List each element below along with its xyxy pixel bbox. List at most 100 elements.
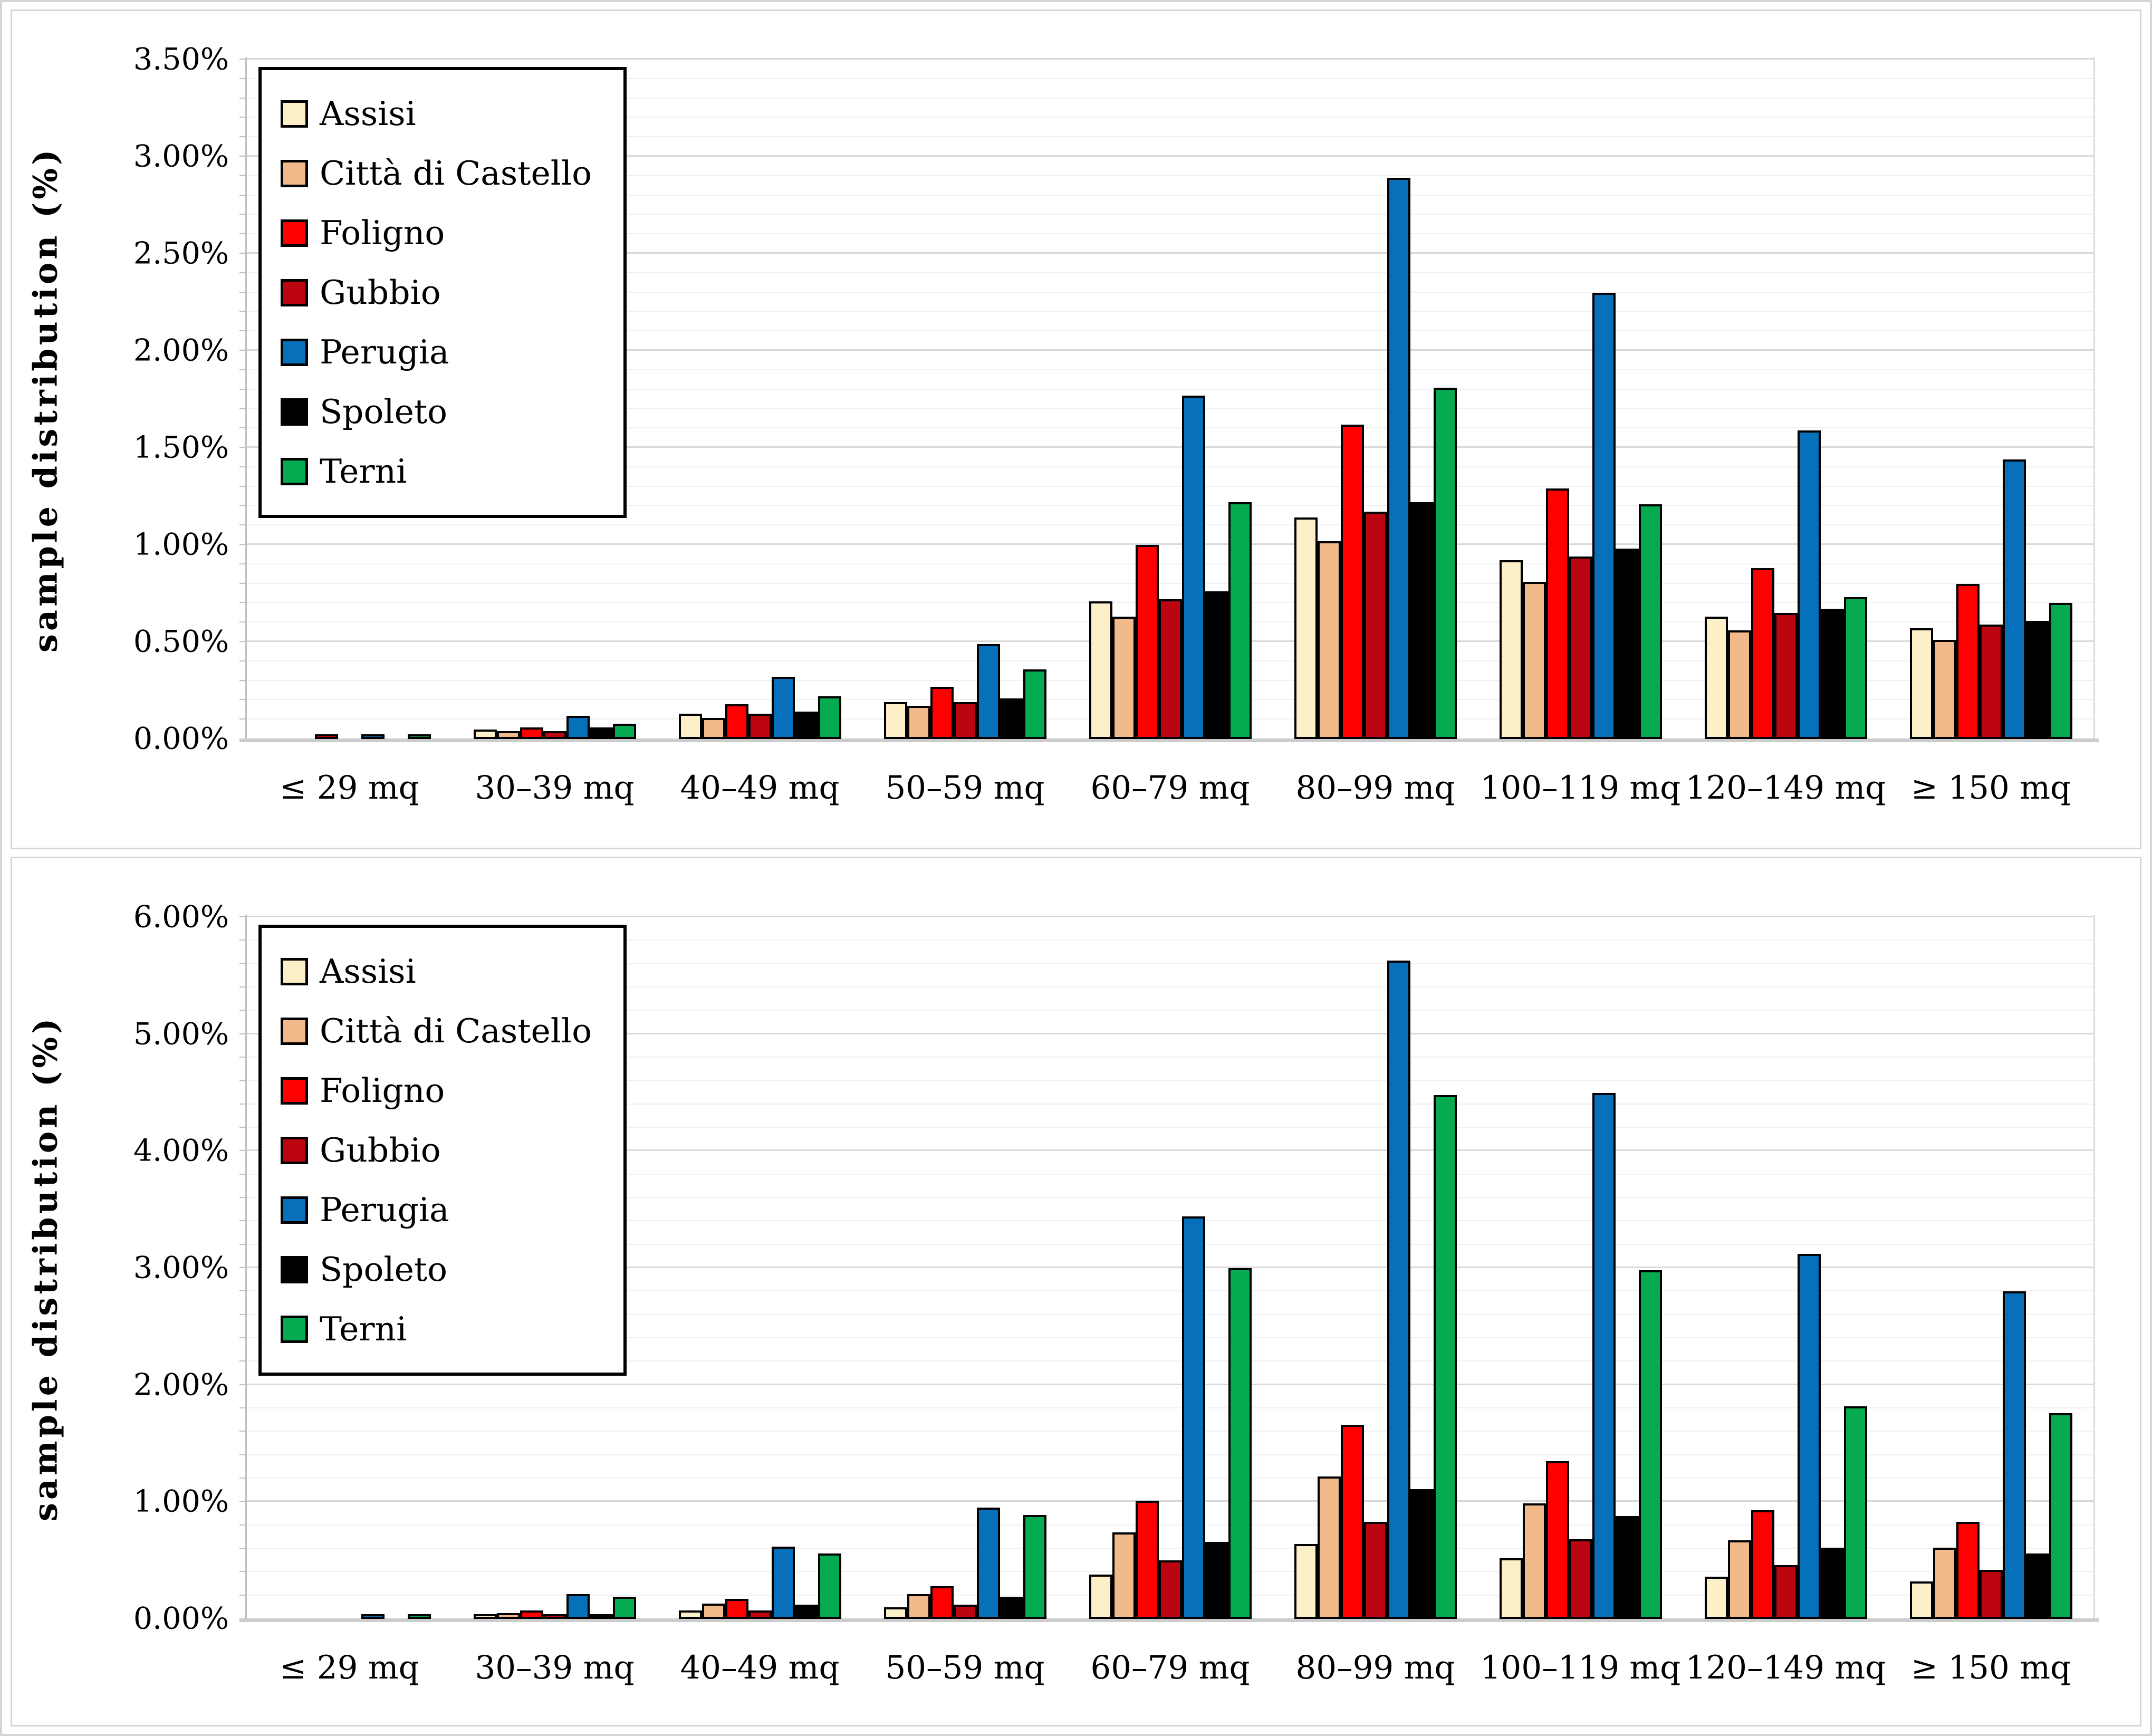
minor-gridline [247, 408, 2093, 409]
minor-gridline [247, 1057, 2093, 1058]
bar-foligno [1956, 583, 1980, 739]
legend: Assisi Città di Castello Foligno Gubbio Peru… [258, 925, 627, 1376]
bar-assisi [1499, 560, 1523, 739]
axis-tick [239, 1478, 247, 1479]
minor-gridline [247, 388, 2093, 390]
legend-swatch-foligno [281, 1077, 308, 1105]
y-tick-label: 0.00% [133, 721, 229, 756]
axis-tick [239, 1150, 247, 1152]
axis-tick [239, 1127, 247, 1128]
bar-spoleto [589, 727, 613, 739]
y-axis-title: sample distribution (%) [26, 1015, 65, 1521]
axis-tick [239, 388, 247, 390]
axis-tick [239, 1267, 247, 1268]
legend-item-gubbio: Gubbio [281, 1120, 592, 1180]
legend-item-foligno: Foligno [281, 203, 592, 263]
axis-tick [239, 175, 247, 176]
minor-gridline [247, 485, 2093, 487]
bar-citta-di-castello [496, 731, 520, 739]
x-axis-label: 100–119 mq [1480, 1649, 1681, 1686]
x-axis-label: 60–79 mq [1090, 769, 1250, 807]
legend-swatch-gubbio [281, 1136, 308, 1164]
bar-gubbio [953, 1605, 977, 1619]
bar-perugia [2002, 1291, 2026, 1619]
bar-assisi [1909, 1581, 1933, 1619]
legend-item-gubbio: Gubbio [281, 263, 592, 322]
x-axis-label: 30–39 mq [475, 769, 635, 807]
bar-gubbio [1158, 599, 1182, 739]
x-axis-label: 100–119 mq [1480, 769, 1681, 807]
bar-foligno [1135, 1501, 1159, 1619]
x-axis-label: ≥ 150 mq [1910, 1649, 2071, 1686]
minor-gridline [247, 1080, 2093, 1081]
bar-spoleto [1615, 549, 1639, 739]
axis-tick [239, 214, 247, 215]
legend-label: Città di Castello [320, 154, 592, 193]
minor-gridline [247, 175, 2093, 176]
axis-tick [239, 602, 247, 603]
minor-gridline [247, 136, 2093, 138]
bar-terni [818, 696, 841, 739]
axis-tick [239, 136, 247, 138]
bar-perugia [1592, 292, 1616, 739]
axis-tick [239, 1197, 247, 1198]
minor-gridline [247, 1313, 2093, 1315]
bar-gubbio [1979, 624, 2003, 739]
minor-gridline [247, 1478, 2093, 1479]
bar-citta-di-castello [1112, 1532, 1136, 1619]
major-gridline [247, 543, 2093, 545]
bar-spoleto [794, 712, 818, 739]
axis-tick [239, 1010, 247, 1011]
minor-gridline [247, 214, 2093, 215]
bar-spoleto [1000, 1596, 1023, 1619]
bar-assisi [1294, 517, 1318, 739]
bar-assisi [473, 1614, 497, 1619]
bar-perugia [771, 677, 795, 739]
minor-gridline [247, 963, 2093, 964]
bar-terni [1843, 1406, 1867, 1619]
axis-tick [239, 986, 247, 987]
minor-gridline [247, 1173, 2093, 1175]
major-gridline [247, 252, 2093, 254]
bar-group [1068, 917, 1273, 1619]
bar-spoleto [1410, 1489, 1434, 1619]
x-axis-label: 60–79 mq [1090, 1649, 1250, 1686]
x-axis-label: 50–59 mq [885, 769, 1045, 807]
bar-terni [407, 1614, 431, 1619]
bar-citta-di-castello [702, 1604, 725, 1619]
bar-group [452, 60, 657, 739]
minor-gridline [247, 233, 2093, 235]
bar-assisi [1089, 1574, 1112, 1619]
bar-perugia [566, 715, 590, 739]
y-axis-title: sample distribution (%) [26, 146, 65, 653]
bar-group [657, 60, 862, 739]
y-tick-label: 1.00% [133, 527, 229, 562]
bar-perugia [361, 734, 385, 739]
y-tick-label: 1.00% [133, 1484, 229, 1519]
axis-tick [239, 963, 247, 964]
axis-tick [239, 1501, 247, 1502]
x-axis-label: 80–99 mq [1295, 1649, 1455, 1686]
axis-tick [239, 1033, 247, 1034]
minor-gridline [247, 330, 2093, 332]
axis-tick [239, 1431, 247, 1432]
bar-citta-di-castello [907, 1594, 930, 1619]
bar-group [452, 917, 657, 1619]
bar-citta-di-castello [1522, 581, 1546, 739]
bar-terni [1228, 1268, 1252, 1619]
bar-citta-di-castello [1317, 541, 1341, 739]
bar-assisi [1089, 601, 1112, 739]
bar-perugia [771, 1546, 795, 1619]
axis-tick [239, 916, 247, 917]
bar-perugia [2002, 459, 2026, 739]
bar-terni [2049, 603, 2072, 739]
bar-group [657, 917, 862, 1619]
axis-tick [239, 1407, 247, 1408]
bar-perugia [1387, 961, 1410, 1619]
legend-item-citta-di-castello: Città di Castello [281, 1001, 592, 1061]
bar-perugia [1797, 1254, 1821, 1619]
legend-item-perugia: Perugia [281, 322, 592, 382]
bar-foligno [1751, 1510, 1774, 1619]
bar-terni [1638, 504, 1662, 739]
